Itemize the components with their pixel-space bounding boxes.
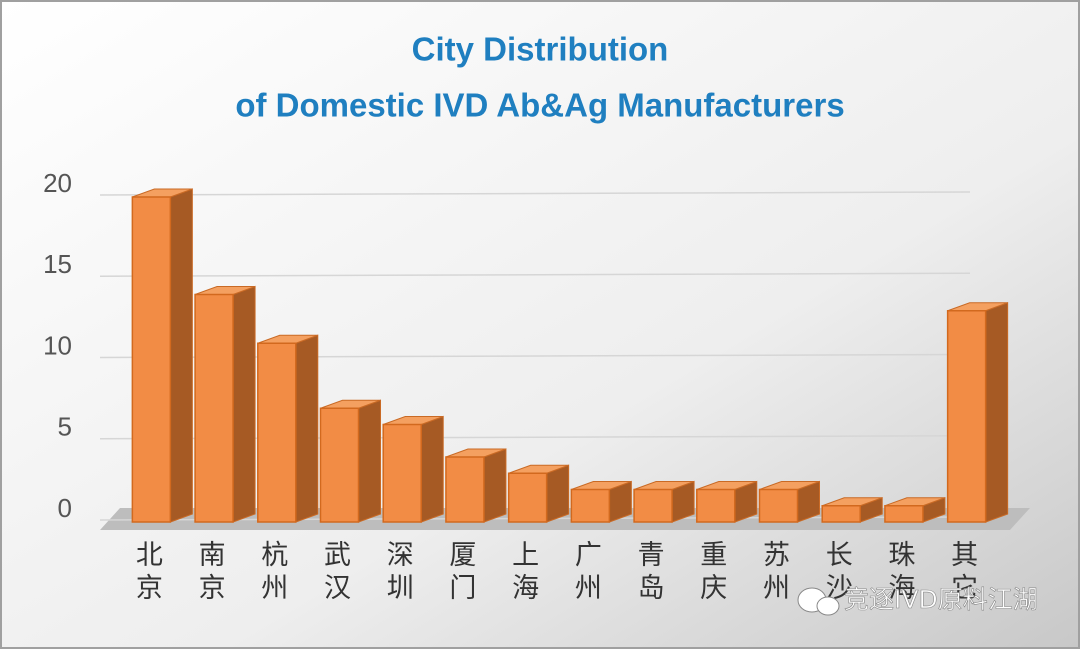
bar-side [546, 464, 570, 523]
bar [758, 488, 799, 523]
bar-side [169, 188, 193, 523]
x-tick-label: 其它 [946, 540, 977, 606]
bar [821, 505, 861, 523]
y-tick-label: 10 [43, 330, 72, 360]
x-tick-label: 上海 [507, 540, 538, 606]
plot: 0 5 10 15 20 北京 南京 杭州 武汉 深圳 厦门 上海 广州 青岛 重庆 苏州 长沙 珠海 其它 [43, 168, 1009, 606]
bar-side [483, 448, 507, 523]
x-tick-label: 武汉 [319, 540, 350, 606]
x-tick-label: 北京 [131, 540, 163, 606]
bar [633, 488, 673, 523]
bar [257, 342, 297, 523]
bar-side [295, 334, 319, 523]
x-tick-label: 青岛 [633, 540, 664, 606]
bar-side [420, 415, 444, 523]
x-tick-label: 深圳 [382, 540, 414, 606]
bar-side [232, 285, 256, 523]
bar [194, 293, 234, 523]
grid-line [99, 191, 971, 196]
bar [696, 488, 736, 523]
bar [131, 196, 172, 523]
y-tick-label: 20 [43, 168, 72, 198]
x-tick-label: 南京 [194, 540, 225, 606]
watermark-icon [816, 596, 840, 616]
y-tick-label: 15 [43, 249, 72, 279]
watermark-text: 竞逐IVD原料江湖 [844, 585, 1038, 614]
chart-title: City Distribution [412, 31, 669, 68]
y-tick-label: 0 [58, 493, 72, 523]
x-tick-label: 苏州 [758, 540, 790, 606]
bar [445, 456, 485, 523]
y-tick-label: 5 [58, 412, 72, 442]
bar-side [985, 302, 1009, 523]
bar [570, 488, 611, 523]
bar-side [358, 399, 381, 523]
x-tick-label: 重庆 [695, 540, 727, 606]
x-tick-label: 广州 [570, 540, 602, 606]
bar [319, 407, 360, 523]
x-tick-label: 珠海 [883, 540, 914, 606]
bar [946, 310, 987, 523]
grid-line [99, 272, 971, 277]
x-tick-label: 长沙 [821, 540, 853, 606]
bar [382, 423, 422, 523]
bar [507, 472, 548, 523]
bar [884, 505, 924, 523]
watermark: 竞逐IVD原料江湖 [797, 585, 1038, 616]
x-tick-label: 厦门 [444, 540, 476, 606]
x-tick-label: 杭州 [256, 540, 288, 606]
chart-title: of Domestic IVD Ab&Ag Manufacturers [235, 87, 844, 124]
